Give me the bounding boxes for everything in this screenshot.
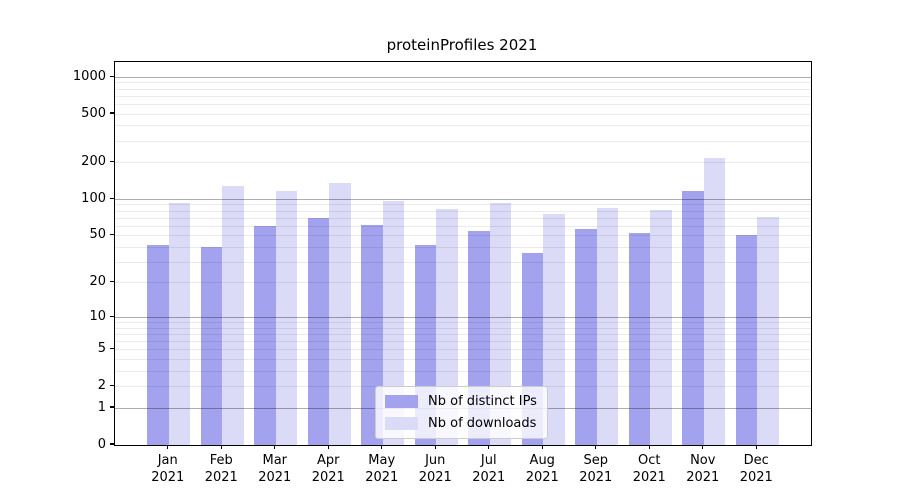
bar-distinct-ips — [307, 218, 330, 445]
y-tick-mark — [109, 197, 114, 199]
bar-distinct-ips — [200, 247, 223, 445]
y-tick-label: 1000 — [72, 68, 106, 84]
bar-distinct-ips — [735, 234, 758, 445]
x-tick-mark — [755, 445, 757, 449]
x-tick-mark — [274, 445, 276, 449]
bar-distinct-ips — [682, 191, 704, 445]
y-tick-label: 5 — [97, 341, 106, 357]
y-tick-mark — [109, 161, 114, 163]
y-tick-mark — [109, 75, 114, 77]
gridline-minor — [115, 82, 811, 84]
y-tick-label: 100 — [81, 190, 106, 206]
bar-downloads — [275, 190, 298, 445]
y-tick-mark — [109, 406, 114, 408]
gridline-minor — [115, 140, 811, 142]
x-tick-mark — [381, 445, 383, 449]
y-tick-label: 2 — [97, 378, 106, 393]
bar-downloads — [168, 203, 191, 445]
x-tick-label: Dec 2021 — [739, 453, 773, 485]
legend: Nb of distinct IPs Nb of downloads — [375, 386, 548, 439]
y-tick-mark — [109, 384, 114, 387]
bar-downloads — [382, 201, 405, 445]
bar-downloads — [757, 216, 779, 445]
x-tick-label: May 2021 — [365, 453, 399, 485]
y-tick-mark — [109, 315, 114, 317]
bar-downloads — [329, 183, 351, 445]
x-tick-label: Feb 2021 — [204, 453, 238, 485]
x-tick-label: Oct 2021 — [632, 453, 666, 485]
legend-label-downloads: Nb of downloads — [428, 416, 537, 431]
bar-distinct-ips — [147, 244, 169, 445]
legend-row-distinct-ips: Nb of distinct IPs — [385, 394, 537, 409]
bar-downloads — [650, 210, 672, 445]
plot-area: Nb of distinct IPs Nb of downloads — [114, 61, 812, 446]
x-tick-mark — [488, 445, 490, 449]
x-tick-mark — [595, 445, 597, 449]
x-tick-mark — [541, 445, 543, 449]
bar-distinct-ips — [254, 226, 276, 445]
x-tick-label: Mar 2021 — [258, 453, 292, 485]
x-tick-label: Jun 2021 — [418, 453, 452, 485]
x-tick-mark — [327, 445, 329, 449]
gridline-minor — [115, 95, 811, 97]
legend-swatch-distinct-ips — [385, 395, 418, 408]
x-tick-mark — [648, 445, 650, 449]
y-tick-mark — [109, 112, 114, 114]
y-tick-label: 10 — [89, 308, 106, 324]
y-tick-label: 1 — [97, 399, 106, 415]
x-tick-mark — [702, 445, 704, 449]
x-tick-label: Sep 2021 — [579, 453, 613, 485]
x-tick-label: Aug 2021 — [525, 453, 559, 485]
x-tick-label: Jan 2021 — [151, 453, 185, 485]
y-tick-mark — [109, 443, 114, 445]
y-tick-label: 50 — [89, 227, 106, 243]
bar-downloads — [596, 207, 619, 445]
x-tick-mark — [167, 445, 169, 449]
bar-downloads — [703, 158, 726, 445]
y-tick-label: 0 — [97, 436, 106, 452]
legend-label-distinct-ips: Nb of distinct IPs — [428, 394, 537, 409]
x-tick-label: Nov 2021 — [686, 453, 720, 485]
bar-downloads — [222, 185, 244, 445]
x-tick-mark — [220, 445, 222, 449]
y-tick-label: 500 — [81, 105, 106, 121]
x-tick-label: Apr 2021 — [311, 453, 345, 485]
y-tick-mark — [109, 281, 114, 283]
bar-downloads — [543, 214, 565, 445]
bar-distinct-ips — [575, 228, 597, 445]
legend-row-downloads: Nb of downloads — [385, 416, 537, 431]
x-tick-label: Jul 2021 — [472, 453, 506, 485]
bar-distinct-ips — [628, 232, 651, 445]
bar-downloads — [489, 202, 512, 445]
gridline-minor — [115, 103, 811, 105]
gridline-minor — [115, 88, 811, 90]
y-tick-label: 200 — [81, 154, 106, 170]
chart-title: proteinProfiles 2021 — [386, 36, 538, 54]
gridline-major — [115, 76, 811, 78]
gridline-minor — [115, 113, 811, 115]
legend-swatch-downloads — [385, 417, 418, 430]
y-tick-mark — [109, 348, 114, 350]
x-tick-mark — [434, 445, 436, 449]
y-tick-label: 20 — [89, 274, 106, 290]
gridline-minor — [115, 125, 811, 127]
y-tick-mark — [109, 234, 114, 236]
